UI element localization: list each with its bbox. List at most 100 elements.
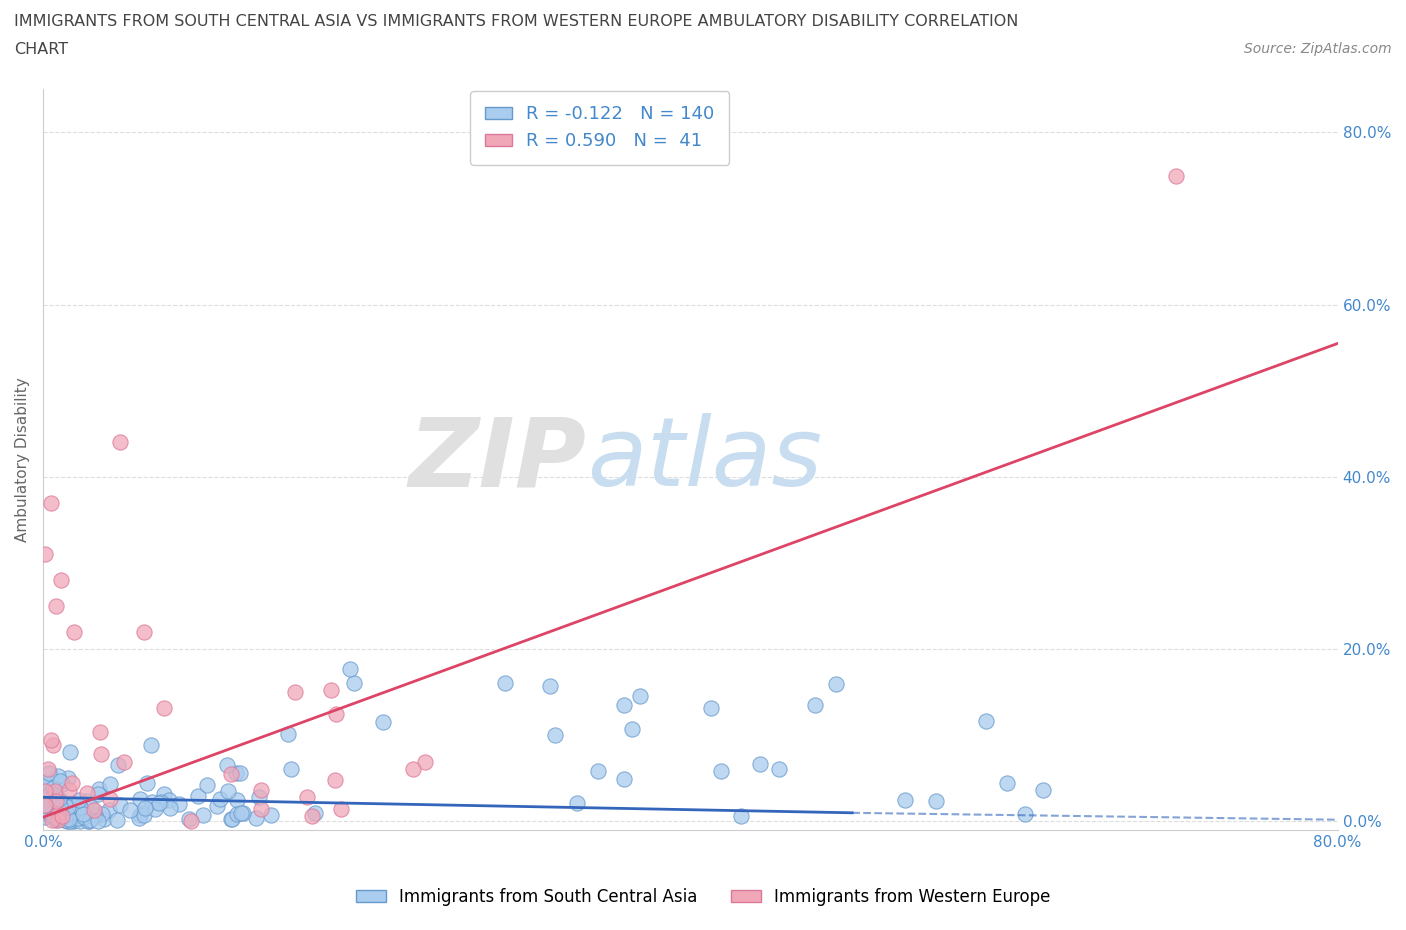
Point — [768, 762, 790, 777]
Point — [52, 795, 75, 810]
Point — [35, 805, 58, 820]
Point — [83, 807, 105, 822]
Point — [225, 806, 247, 821]
Point — [51, 811, 73, 826]
Point — [89, 782, 111, 797]
Point — [51, 809, 73, 824]
Point — [76, 793, 98, 808]
Point — [134, 801, 156, 816]
Point — [42, 781, 65, 796]
Point — [84, 809, 107, 824]
Point — [55, 812, 77, 827]
Point — [339, 661, 361, 676]
Point — [34, 784, 56, 799]
Point — [37, 762, 59, 777]
Point — [297, 790, 319, 804]
Point — [98, 777, 121, 791]
Point — [141, 794, 163, 809]
Point — [87, 787, 110, 802]
Point — [37, 775, 59, 790]
Point — [83, 803, 105, 817]
Point — [157, 792, 180, 807]
Text: atlas: atlas — [586, 413, 823, 506]
Point — [730, 808, 752, 823]
Point — [229, 766, 252, 781]
Point — [700, 700, 723, 715]
Point — [45, 803, 67, 817]
Point — [108, 435, 131, 450]
Point — [250, 783, 273, 798]
Point — [46, 812, 69, 827]
Point — [167, 797, 190, 812]
Point — [69, 800, 91, 815]
Point — [134, 624, 156, 639]
Point — [415, 754, 437, 769]
Point — [195, 777, 218, 792]
Point — [159, 801, 181, 816]
Point — [105, 813, 128, 828]
Point — [45, 793, 67, 808]
Point — [59, 745, 82, 760]
Point — [82, 806, 104, 821]
Point — [60, 812, 83, 827]
Point — [87, 813, 110, 828]
Legend: R = -0.122   N = 140, R = 0.590   N =  41: R = -0.122 N = 140, R = 0.590 N = 41 — [471, 91, 730, 165]
Point — [38, 788, 60, 803]
Point — [229, 805, 252, 820]
Point — [55, 813, 77, 828]
Point — [141, 738, 163, 753]
Point — [225, 765, 247, 780]
Point — [59, 812, 82, 827]
Point — [221, 812, 243, 827]
Point — [108, 797, 131, 812]
Point — [41, 813, 63, 828]
Point — [260, 808, 283, 823]
Point — [62, 798, 84, 813]
Point — [48, 805, 70, 820]
Point — [177, 812, 200, 827]
Point — [58, 813, 80, 828]
Point — [34, 810, 56, 825]
Point — [35, 802, 58, 817]
Point — [710, 764, 733, 778]
Point — [58, 800, 80, 815]
Point — [129, 791, 152, 806]
Point — [60, 776, 83, 790]
Point — [98, 791, 121, 806]
Point — [1014, 806, 1036, 821]
Point — [53, 809, 76, 824]
Point — [894, 792, 917, 807]
Point — [301, 808, 323, 823]
Point — [46, 805, 69, 820]
Point — [538, 678, 561, 693]
Point — [371, 714, 394, 729]
Point — [63, 813, 86, 828]
Point — [321, 683, 343, 698]
Point — [91, 807, 114, 822]
Point — [46, 811, 69, 826]
Text: IMMIGRANTS FROM SOUTH CENTRAL ASIA VS IMMIGRANTS FROM WESTERN EUROPE AMBULATORY : IMMIGRANTS FROM SOUTH CENTRAL ASIA VS IM… — [14, 14, 1018, 29]
Point — [80, 800, 103, 815]
Point — [90, 747, 112, 762]
Point — [187, 789, 209, 804]
Point — [55, 807, 77, 822]
Point — [46, 813, 69, 828]
Point — [129, 808, 152, 823]
Point — [974, 713, 997, 728]
Point — [112, 754, 135, 769]
Point — [58, 812, 80, 827]
Point — [53, 806, 76, 821]
Point — [153, 787, 176, 802]
Point — [34, 792, 56, 807]
Point — [79, 813, 101, 828]
Point — [217, 784, 239, 799]
Point — [34, 547, 56, 562]
Point — [748, 756, 770, 771]
Point — [34, 797, 56, 812]
Point — [208, 791, 231, 806]
Point — [245, 811, 267, 826]
Point — [630, 689, 652, 704]
Point — [143, 802, 166, 817]
Point — [277, 727, 299, 742]
Point — [69, 813, 91, 828]
